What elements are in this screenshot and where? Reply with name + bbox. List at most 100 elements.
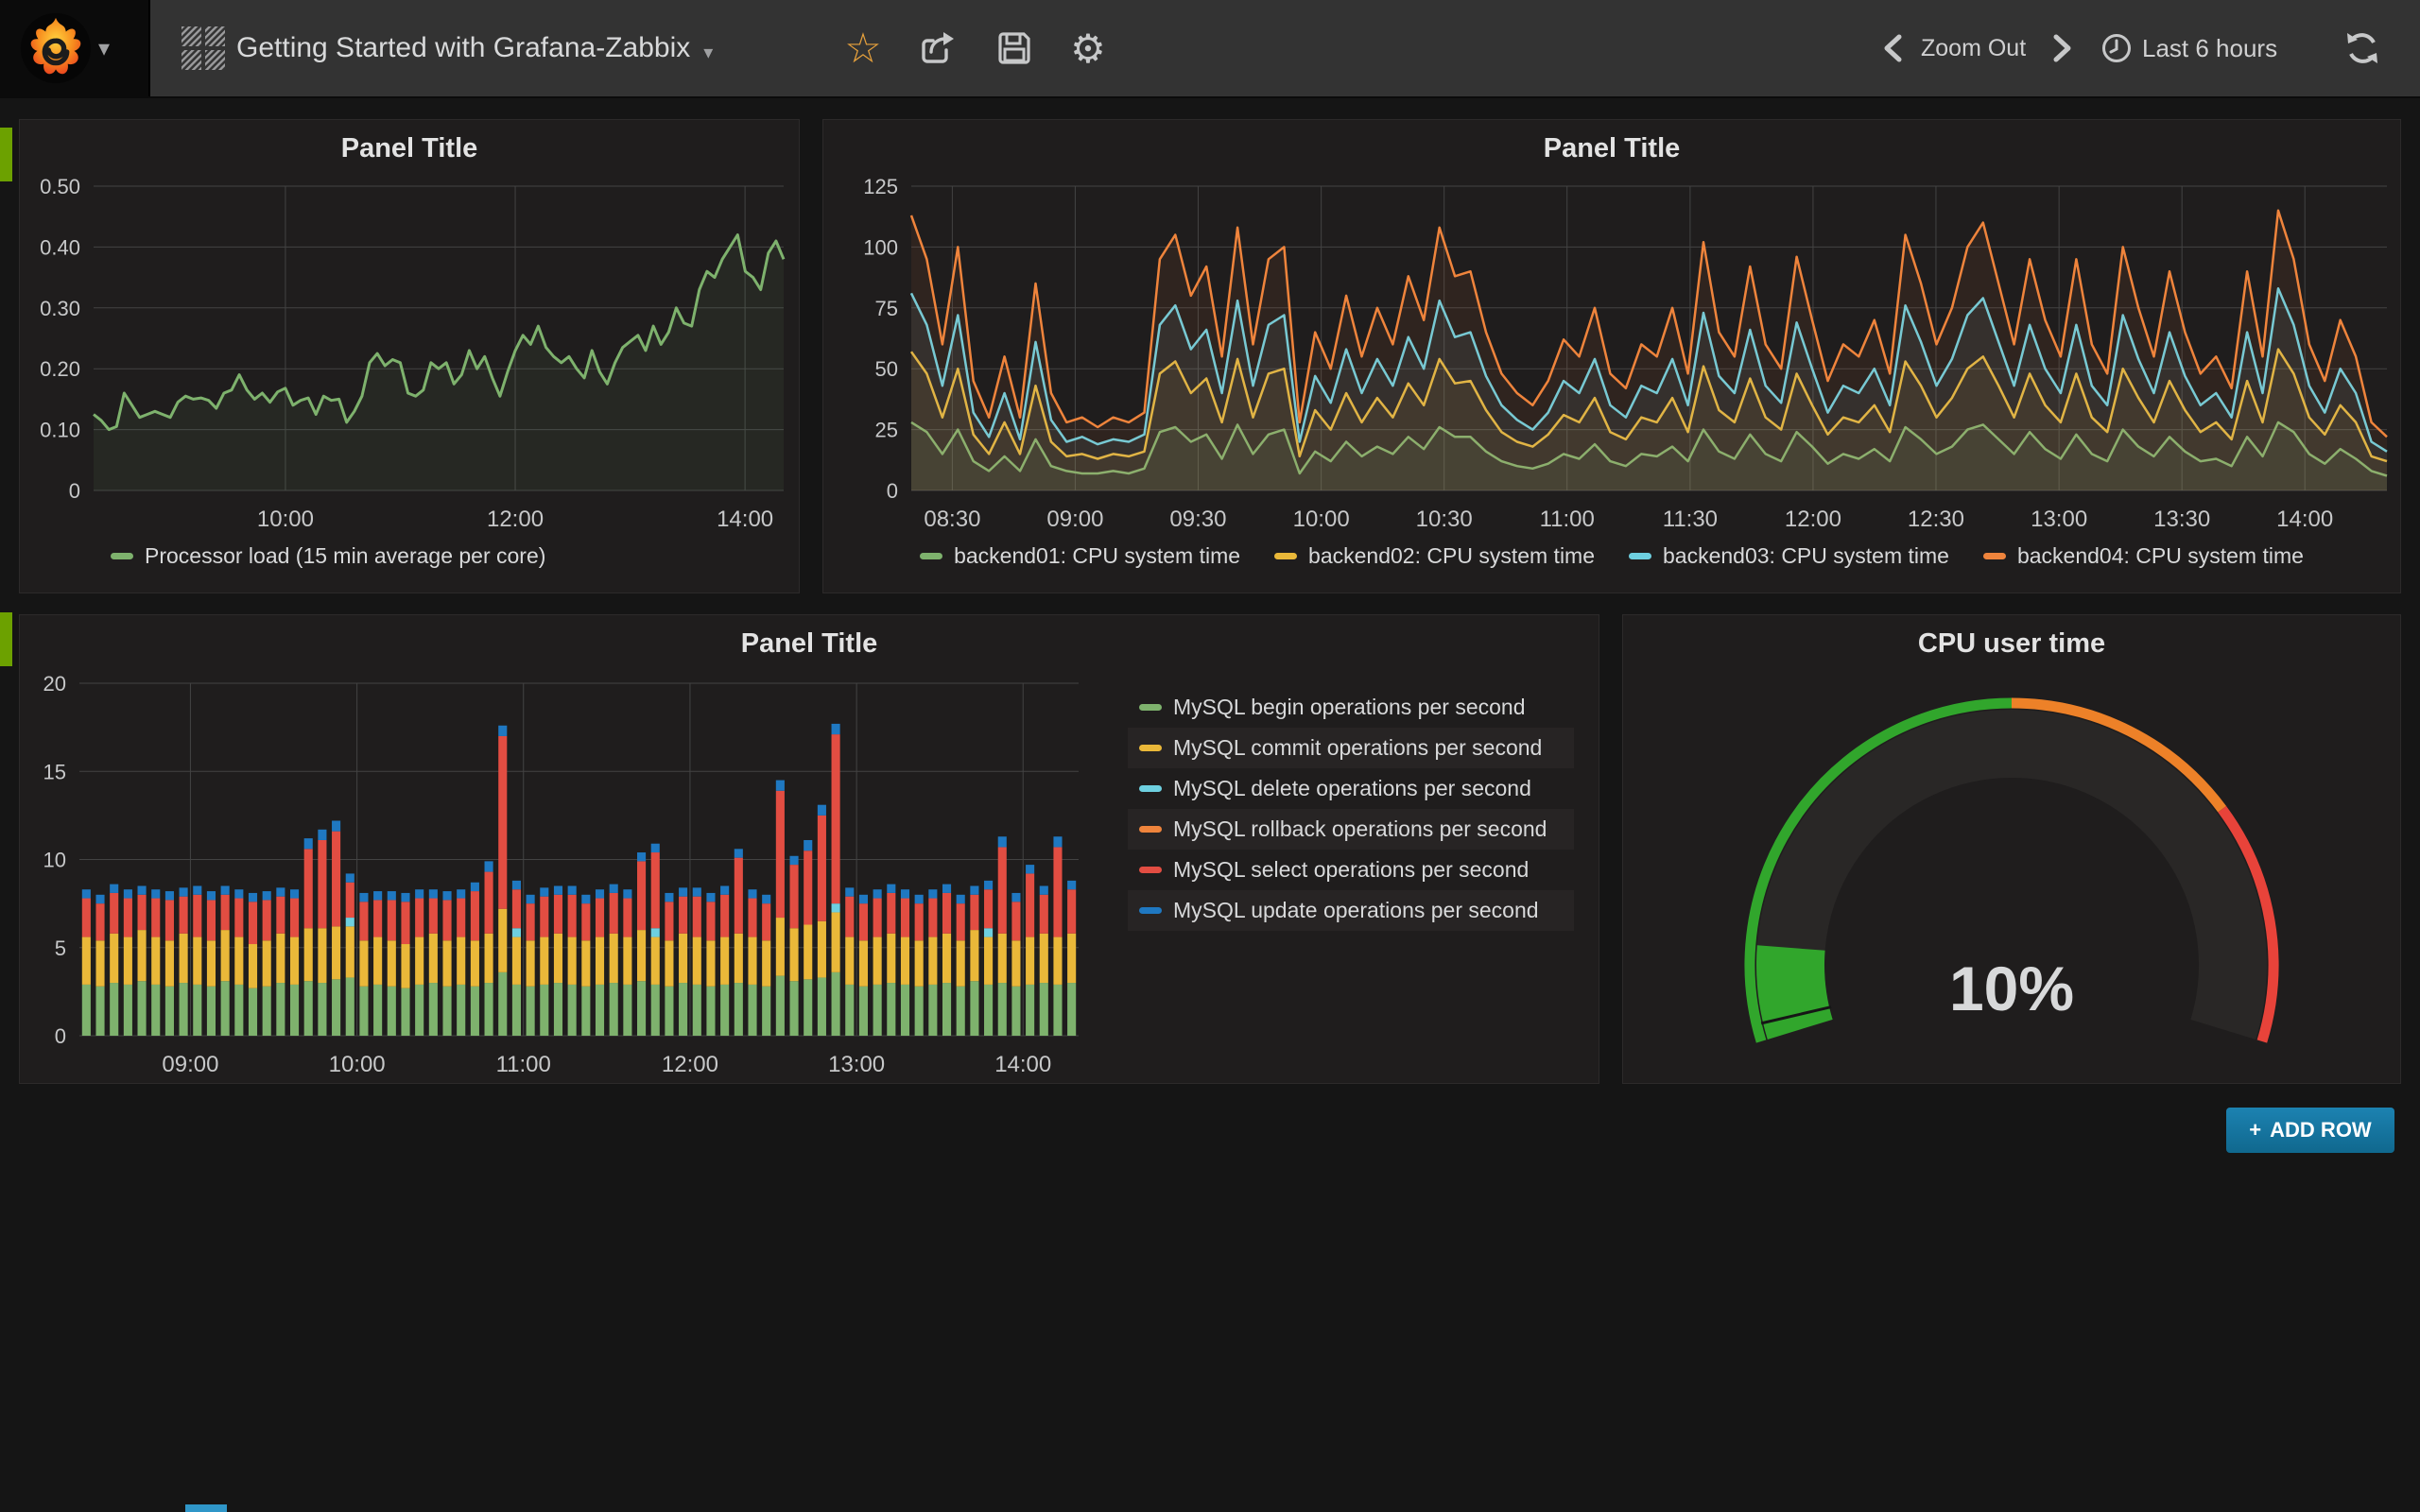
- svg-text:14:00: 14:00: [994, 1052, 1051, 1077]
- legend-item-mysql-begin[interactable]: MySQL begin operations per second: [1128, 687, 1574, 728]
- svg-text:0.20: 0.20: [40, 357, 80, 381]
- svg-text:12:00: 12:00: [662, 1052, 718, 1077]
- legend-item-mysql-delete[interactable]: MySQL delete operations per second: [1128, 768, 1574, 809]
- add-row-label: ADD ROW: [2270, 1118, 2372, 1142]
- legend-item-mysql-commit[interactable]: MySQL commit operations per second: [1128, 728, 1574, 768]
- cpu-user-time-gauge[interactable]: 10%: [1623, 615, 2400, 1083]
- dashboard-title-dropdown[interactable]: Getting Started with Grafana-Zabbix ▾: [236, 0, 713, 96]
- share-dashboard-button[interactable]: [909, 0, 964, 96]
- save-icon: [998, 32, 1030, 64]
- svg-text:20: 20: [43, 672, 66, 696]
- clock-icon: [2102, 34, 2131, 62]
- time-range-label: Last 6 hours: [2142, 33, 2278, 62]
- svg-text:11:00: 11:00: [496, 1052, 551, 1077]
- svg-text:75: 75: [875, 297, 898, 320]
- gear-icon: ⚙: [1070, 26, 1106, 71]
- legend-item-mysql-select[interactable]: MySQL select operations per second: [1128, 850, 1574, 890]
- svg-text:10:30: 10:30: [1416, 507, 1473, 532]
- panel-title[interactable]: Panel Title: [1543, 133, 1681, 163]
- processor-load-plot[interactable]: 0 0.10 0.20 0.30 0.40 0.50 10:00 12:00 14:00: [20, 120, 799, 593]
- chevron-left-icon: [1884, 34, 1902, 62]
- dashboard-settings-button[interactable]: ⚙: [1061, 0, 1115, 96]
- legend-swatch: [1139, 785, 1162, 792]
- svg-text:08:30: 08:30: [924, 507, 980, 532]
- svg-text:0.40: 0.40: [40, 235, 80, 259]
- dashboard-grid-icon: [182, 26, 225, 70]
- legend-label: backend01: CPU system time: [954, 543, 1241, 568]
- svg-text:12:30: 12:30: [1908, 507, 1964, 532]
- cpu-system-time-plot[interactable]: 0 25 50 75 100 125 08:30 09:00 09:30 10:00 10:30 11…: [823, 120, 2400, 593]
- time-range-picker[interactable]: Last 6 hours: [2100, 0, 2277, 96]
- legend-swatch: [1629, 553, 1651, 559]
- svg-text:125: 125: [863, 175, 898, 198]
- legend-swatch: [1139, 704, 1162, 711]
- partial-row-artifact: [185, 1504, 227, 1512]
- svg-text:0.50: 0.50: [40, 175, 80, 198]
- plus-icon: +: [2249, 1118, 2262, 1142]
- star-dashboard-button[interactable]: ☆: [836, 0, 890, 96]
- add-row-button[interactable]: + ADD ROW: [2226, 1108, 2394, 1153]
- legend-item-backend04[interactable]: backend04: CPU system time: [1982, 543, 2304, 569]
- legend-item-processor-load[interactable]: Processor load (15 min average per core): [111, 543, 545, 569]
- grafana-menu-button[interactable]: ▾: [0, 0, 150, 96]
- svg-text:0: 0: [887, 479, 898, 503]
- refresh-icon: [2347, 33, 2377, 63]
- legend-item-backend01[interactable]: backend01: CPU system time: [920, 543, 1240, 569]
- svg-text:09:00: 09:00: [162, 1052, 218, 1077]
- legend-item-backend02[interactable]: backend02: CPU system time: [1274, 543, 1595, 569]
- time-forward-button[interactable]: [2044, 0, 2082, 96]
- grafana-logo-icon: [20, 12, 92, 84]
- svg-text:10:00: 10:00: [1293, 507, 1350, 532]
- legend-label: MySQL delete operations per second: [1173, 776, 1531, 800]
- legend-label: MySQL rollback operations per second: [1173, 816, 1547, 841]
- legend-swatch: [1139, 826, 1162, 833]
- zoom-out-button[interactable]: Zoom Out: [1921, 0, 2026, 96]
- svg-text:11:00: 11:00: [1540, 507, 1595, 532]
- legend-swatch: [1982, 553, 2006, 559]
- legend-swatch: [1139, 867, 1162, 873]
- row2-collapse-strip[interactable]: [0, 612, 12, 666]
- svg-text:10:00: 10:00: [329, 1052, 386, 1077]
- svg-text:13:00: 13:00: [2031, 507, 2087, 532]
- save-dashboard-button[interactable]: [987, 0, 1042, 96]
- panel-title[interactable]: CPU user time: [1917, 628, 2106, 659]
- svg-text:12:00: 12:00: [487, 507, 544, 532]
- legend-item-mysql-update[interactable]: MySQL update operations per second: [1128, 890, 1574, 931]
- svg-text:5: 5: [55, 936, 66, 960]
- svg-text:10:00: 10:00: [257, 507, 314, 532]
- svg-text:11:30: 11:30: [1663, 507, 1718, 532]
- star-icon: ☆: [844, 25, 882, 72]
- panel-title[interactable]: Panel Title: [340, 133, 478, 163]
- legend-label: MySQL begin operations per second: [1173, 695, 1526, 719]
- refresh-button[interactable]: [2342, 0, 2382, 96]
- share-icon: [922, 32, 954, 63]
- panel-cpu-user-time-gauge: CPU user time 10%: [1622, 614, 2401, 1084]
- svg-text:09:30: 09:30: [1169, 507, 1226, 532]
- mysql-operations-plot[interactable]: 0 5 10 15 20 09:00 10:00 11:00 12:00 13:00 14:00: [20, 615, 1599, 1083]
- svg-text:13:30: 13:30: [2153, 507, 2210, 532]
- dashboard-title: Getting Started with Grafana-Zabbix: [236, 32, 691, 63]
- legend-swatch: [1139, 907, 1162, 914]
- legend-label: backend03: CPU system time: [1663, 543, 1949, 568]
- svg-text:0: 0: [55, 1024, 66, 1048]
- legend-row: backend01: CPU system time backend02: CP…: [823, 543, 2400, 569]
- row1-collapse-strip[interactable]: [0, 128, 12, 181]
- panel-title[interactable]: Panel Title: [740, 628, 878, 659]
- legend-swatch: [111, 553, 133, 559]
- legend-item-backend03[interactable]: backend03: CPU system time: [1629, 543, 1949, 569]
- legend-list: MySQL begin operations per second MySQL …: [1128, 687, 1574, 931]
- svg-text:13:00: 13:00: [828, 1052, 885, 1077]
- svg-text:12:00: 12:00: [1785, 507, 1841, 532]
- panel-mysql-operations: Panel Title 0 5 10 15 20 09:00 10:00 11:00 12:00…: [19, 614, 1599, 1084]
- zoom-out-label: Zoom Out: [1921, 34, 2027, 61]
- legend-label: backend04: CPU system time: [2016, 543, 2304, 568]
- navbar: ▾ Getting Started with Grafana-Zabbix ▾ …: [0, 0, 2420, 98]
- time-back-button[interactable]: [1874, 0, 1911, 96]
- svg-text:14:00: 14:00: [2276, 507, 2333, 532]
- logo-dropdown-caret-icon: ▾: [98, 35, 111, 61]
- legend-label: MySQL commit operations per second: [1173, 735, 1543, 760]
- legend-label: Processor load (15 min average per core): [145, 543, 546, 568]
- legend-label: MySQL select operations per second: [1173, 857, 1530, 882]
- svg-text:0.10: 0.10: [40, 419, 80, 442]
- legend-item-mysql-rollback[interactable]: MySQL rollback operations per second: [1128, 809, 1574, 850]
